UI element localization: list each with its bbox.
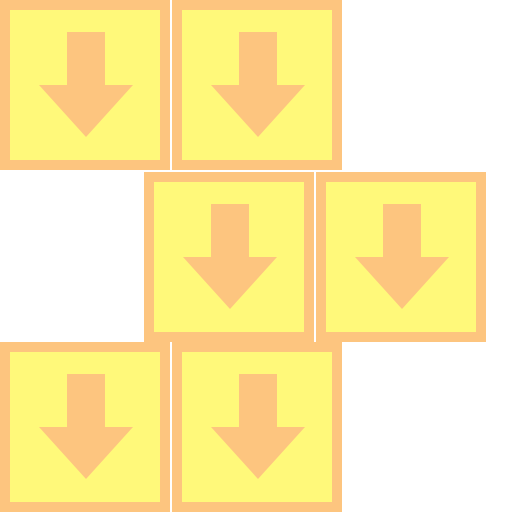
arrow-down-icon — [39, 374, 133, 479]
arrow-down-icon — [39, 32, 133, 137]
arrow-tile-3[interactable] — [144, 172, 314, 342]
arrow-down-icon — [183, 204, 277, 309]
arrow-down-icon — [355, 204, 449, 309]
arrow-down-icon — [211, 374, 305, 479]
arrow-down-icon — [211, 32, 305, 137]
arrow-tile-4[interactable] — [316, 172, 486, 342]
arrow-tile-6[interactable] — [172, 342, 342, 512]
arrow-tile-5[interactable] — [0, 342, 170, 512]
arrow-tile-2[interactable] — [172, 0, 342, 170]
arrow-tile-1[interactable] — [0, 0, 170, 170]
